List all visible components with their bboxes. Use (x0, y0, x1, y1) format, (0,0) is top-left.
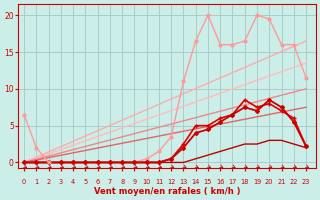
X-axis label: Vent moyen/en rafales ( km/h ): Vent moyen/en rafales ( km/h ) (94, 187, 240, 196)
